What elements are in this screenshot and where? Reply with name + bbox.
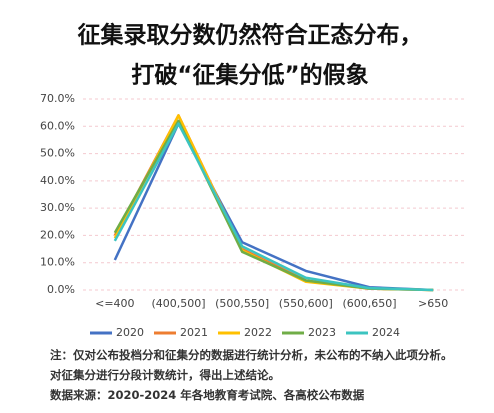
legend-label: 2020	[116, 326, 144, 339]
note: 数据来源：2020-2024 年各地教育考试院、各高校公布数据	[50, 388, 365, 402]
y-tick-label: 10.0%	[40, 256, 75, 269]
series-line	[113, 114, 434, 292]
y-tick-label: 0.0%	[47, 283, 75, 296]
legend-label: 2023	[308, 326, 336, 339]
x-tick-label: (400,500]	[151, 297, 205, 310]
legend-label: 2022	[244, 326, 272, 339]
x-tick-label: (500,550]	[215, 297, 269, 310]
y-tick-label: 50.0%	[40, 147, 75, 160]
x-tick-label: >650	[418, 297, 448, 310]
chart-title: 打破“征集分低”的假象	[131, 62, 368, 89]
x-tick-label: <=400	[95, 297, 134, 310]
legend-label: 2024	[372, 326, 400, 339]
y-tick-label: 30.0%	[40, 201, 75, 214]
y-tick-label: 60.0%	[40, 119, 75, 132]
y-tick-label: 70.0%	[40, 92, 75, 105]
chart-title: 征集录取分数仍然符合正态分布，	[78, 22, 423, 49]
chart: 征集录取分数仍然符合正态分布， 打破“征集分低”的假象 0.0% 10.0% 20.…	[40, 22, 465, 339]
note: 注：仅对公布投档分和征集分的数据进行统计分析，未公布的不纳入此项分析。对征集分进…	[50, 348, 453, 382]
notes: 注：仅对公布投档分和征集分的数据进行统计分析，未公布的不纳入此项分析。对征集分进…	[50, 345, 455, 405]
legend-label: 2021	[180, 326, 208, 339]
y-tick-label: 20.0%	[40, 228, 75, 241]
x-tick-label: (550,600]	[279, 297, 333, 310]
y-tick-label: 40.0%	[40, 174, 75, 187]
x-tick-label: (600,650]	[342, 297, 396, 310]
series-line	[113, 122, 434, 292]
